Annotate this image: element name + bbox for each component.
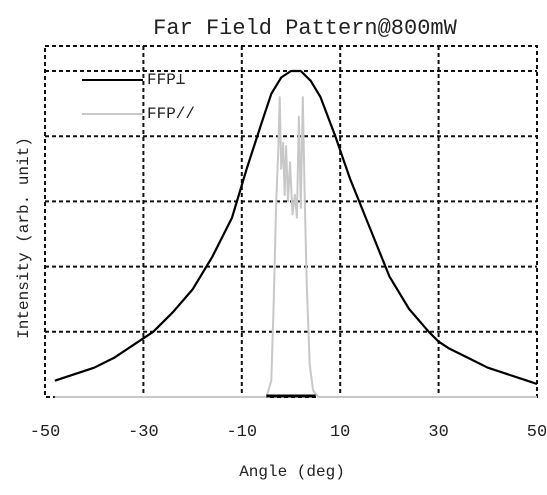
x-tick-label: 10 bbox=[330, 423, 350, 442]
x-tick-label: 50 bbox=[527, 423, 547, 442]
series-line-1 bbox=[54, 69, 538, 386]
legend-label: FFP⊥ bbox=[147, 71, 185, 89]
x-tick-label: -30 bbox=[128, 423, 159, 442]
x-axis-label: Angle (deg) bbox=[239, 463, 345, 481]
plot-frame bbox=[44, 45, 538, 398]
legend-label: FFP// bbox=[147, 105, 195, 123]
x-tick-label: -10 bbox=[226, 423, 257, 442]
chart-title: Far Field Pattern@800mW bbox=[153, 16, 457, 41]
x-tick-label: -50 bbox=[30, 423, 61, 442]
x-tick-label: 30 bbox=[428, 423, 448, 442]
legend: FFP⊥ FFP// bbox=[82, 71, 195, 123]
series-line-2 bbox=[54, 96, 537, 398]
plot-area: -50 -30 -10 10 30 50 FFP⊥ FFP// bbox=[30, 45, 547, 442]
y-axis-label: Intensity (arb. unit) bbox=[15, 137, 33, 339]
